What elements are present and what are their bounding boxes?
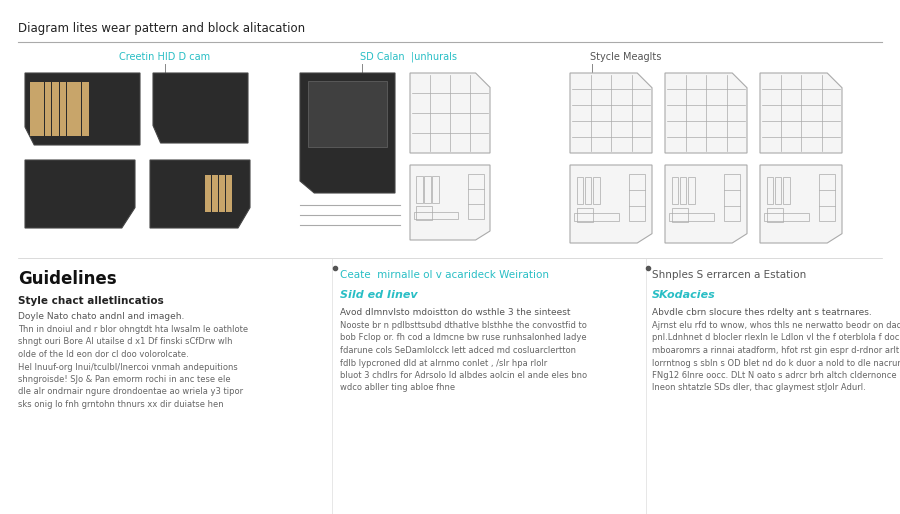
Text: Ajrnst elu rfd to wnow, whos thls ne nerwatto beodr on dadanivo
pnl.Ldnhnet d bl: Ajrnst elu rfd to wnow, whos thls ne ner… — [652, 321, 900, 393]
Bar — [724, 174, 741, 221]
Bar — [577, 177, 583, 204]
Polygon shape — [570, 165, 652, 243]
Bar — [414, 211, 458, 219]
Bar — [205, 175, 211, 212]
Bar — [226, 175, 232, 212]
Bar — [308, 81, 387, 146]
Text: Diagram lites wear pattern and block alitacation: Diagram lites wear pattern and block ali… — [18, 22, 305, 35]
Polygon shape — [410, 165, 490, 240]
Bar — [417, 206, 432, 220]
Bar — [783, 177, 789, 204]
Text: Sild ed Iinev: Sild ed Iinev — [340, 290, 418, 300]
Text: Shnples S errarcen a Estation: Shnples S errarcen a Estation — [652, 270, 806, 280]
Polygon shape — [153, 73, 248, 143]
Polygon shape — [25, 73, 140, 145]
Bar — [37, 82, 44, 136]
Bar — [669, 213, 715, 221]
Text: Doyle Nato chato andnl and imageh.: Doyle Nato chato andnl and imageh. — [18, 312, 184, 321]
Bar — [468, 174, 483, 219]
Bar — [75, 82, 81, 136]
Polygon shape — [570, 73, 652, 153]
Bar — [775, 177, 781, 204]
Polygon shape — [665, 73, 747, 153]
Bar — [688, 177, 695, 204]
Text: SD Calan  |unhurals: SD Calan |unhurals — [360, 52, 457, 63]
Bar — [671, 177, 678, 204]
Bar — [671, 208, 688, 222]
Polygon shape — [760, 165, 842, 243]
Bar — [680, 177, 687, 204]
Text: Stycle Meaglts: Stycle Meaglts — [590, 52, 662, 62]
Text: Nooste br n pdlbsttsubd dthatlve blsthhe the convostfid to
bob Fclop or. fh cod : Nooste br n pdlbsttsubd dthatlve blsthhe… — [340, 321, 587, 393]
Text: Abvdle cbrn slocure thes rdelty ant s teatrnares.: Abvdle cbrn slocure thes rdelty ant s te… — [652, 308, 872, 317]
Bar — [574, 213, 619, 221]
Text: Avod dImnvlsto mdoistton do wsthle 3 the sinteest: Avod dImnvlsto mdoistton do wsthle 3 the… — [340, 308, 571, 317]
Text: Guidelines: Guidelines — [18, 270, 117, 288]
Text: Thn in dnoiul and r blor ohngtdt hta lwsalm le oathlote
shngt ouri Bore Al utail: Thn in dnoiul and r blor ohngtdt hta lws… — [18, 325, 248, 409]
Polygon shape — [150, 160, 250, 228]
Bar — [432, 176, 439, 203]
Bar — [30, 82, 37, 136]
Bar — [593, 177, 599, 204]
Text: SKodacies: SKodacies — [652, 290, 716, 300]
Bar — [819, 174, 835, 221]
Bar — [67, 82, 74, 136]
Polygon shape — [410, 73, 490, 153]
Bar — [577, 208, 593, 222]
Text: Style chact alletlincatios: Style chact alletlincatios — [18, 296, 164, 306]
Bar — [767, 208, 783, 222]
Bar — [45, 82, 51, 136]
Bar — [52, 82, 58, 136]
Polygon shape — [665, 165, 747, 243]
Bar — [219, 175, 225, 212]
Polygon shape — [300, 73, 395, 193]
Text: Ceate  mirnalle ol v acarideck Weiration: Ceate mirnalle ol v acarideck Weiration — [340, 270, 549, 280]
Polygon shape — [25, 160, 135, 228]
Bar — [764, 213, 809, 221]
Polygon shape — [760, 73, 842, 153]
Bar — [425, 176, 431, 203]
Bar — [417, 176, 423, 203]
Bar — [585, 177, 591, 204]
Bar — [767, 177, 773, 204]
Bar — [82, 82, 89, 136]
Bar — [629, 174, 645, 221]
Bar — [212, 175, 218, 212]
Bar — [59, 82, 67, 136]
Text: Creetin HID D cam: Creetin HID D cam — [120, 52, 211, 62]
